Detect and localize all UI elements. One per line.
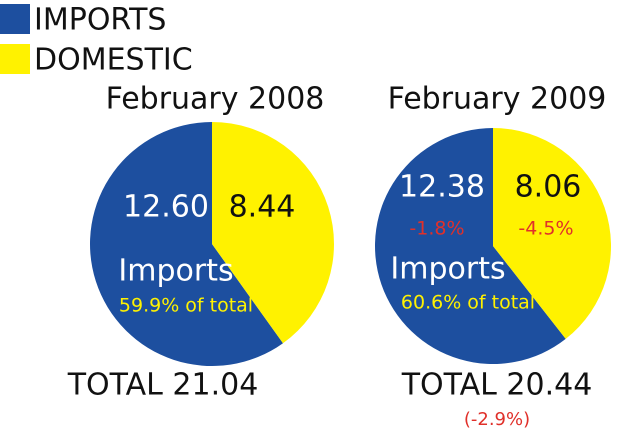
pie-slice xyxy=(212,122,334,344)
pie-slice xyxy=(375,127,566,364)
slice-caption: Imports xyxy=(118,254,233,289)
total-change-label: (-2.9%) xyxy=(464,409,530,430)
legend-label: IMPORTS xyxy=(34,3,166,38)
pie-title: February 2009 xyxy=(388,82,607,117)
legend-swatch xyxy=(0,4,30,34)
value-label: 12.60 xyxy=(123,190,209,225)
slice-caption: Imports xyxy=(390,252,505,287)
pie-slice xyxy=(493,128,611,339)
legend-swatch xyxy=(0,44,30,74)
pie-slice xyxy=(89,122,284,366)
total-label: TOTAL 20.44 xyxy=(401,368,593,403)
change-label: -4.5% xyxy=(518,218,573,240)
value-label: 12.38 xyxy=(399,170,485,205)
legend-label: DOMESTIC xyxy=(34,43,193,78)
value-label: 8.06 xyxy=(515,170,582,205)
value-label: 8.44 xyxy=(229,190,296,225)
pie-title: February 2008 xyxy=(106,82,325,117)
total-label: TOTAL 21.04 xyxy=(67,368,259,403)
change-label: -1.8% xyxy=(409,218,464,240)
share-label: 59.9% of total xyxy=(119,295,253,317)
share-label: 60.6% of total xyxy=(401,292,535,314)
